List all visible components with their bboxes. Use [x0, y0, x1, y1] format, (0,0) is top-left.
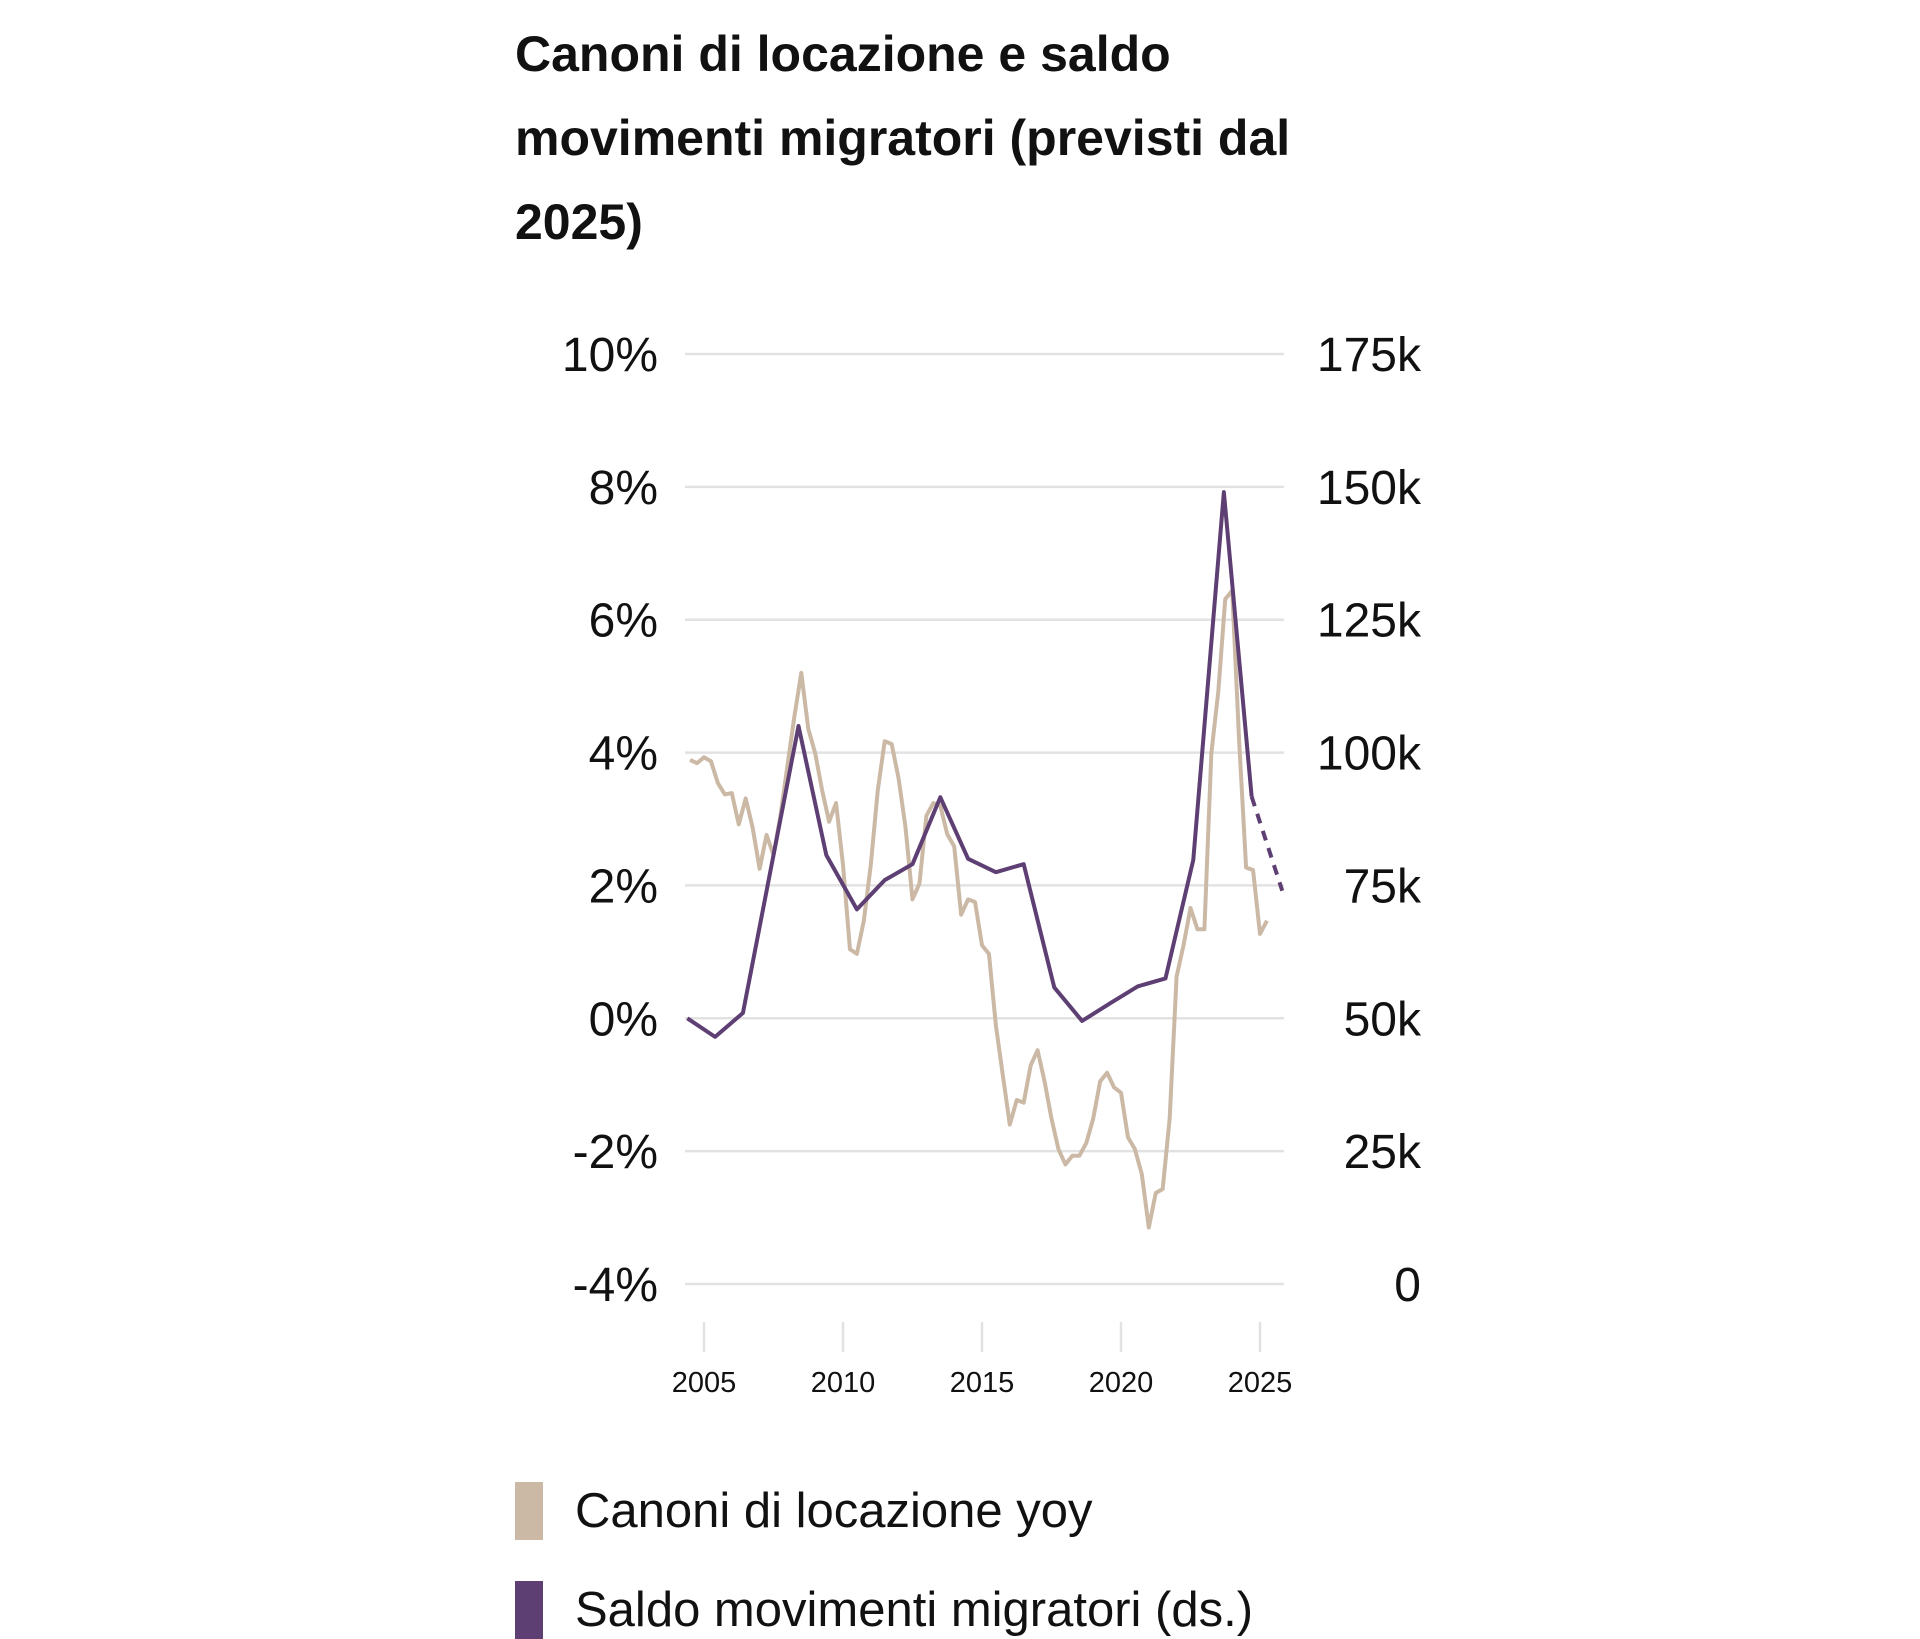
x-tick-label: 2005 [672, 1367, 737, 1399]
x-tick-label: 2015 [950, 1367, 1015, 1399]
legend-label-rents: Canoni di locazione yoy [575, 1484, 1093, 1538]
x-tick-label: 2025 [1228, 1367, 1293, 1399]
series-line-rents [689, 588, 1269, 1230]
series-line-migration [686, 490, 1254, 1039]
right-tick-label: 0 [1394, 1259, 1421, 1312]
left-tick-label: 0% [589, 993, 658, 1046]
chart-title: Canoni di locazione e saldo movimenti mi… [515, 26, 1291, 250]
legend-label-migration: Saldo movimenti migratori (ds.) [575, 1583, 1254, 1637]
legend-item-rents: Canoni di locazione yoy [515, 1482, 1093, 1540]
legend-swatch-rents [515, 1482, 543, 1540]
right-tick-label: 100k [1317, 728, 1422, 781]
left-tick-label: -2% [573, 1126, 658, 1179]
right-tick-label: 50k [1344, 993, 1422, 1046]
legend-swatch-migration [515, 1581, 543, 1639]
left-tick-label: 8% [589, 462, 658, 515]
x-tick-label: 2020 [1089, 1367, 1154, 1399]
right-tick-label: 150k [1317, 462, 1422, 515]
right-tick-label: 75k [1344, 860, 1422, 913]
legend-item-migration: Saldo movimenti migratori (ds.) [515, 1581, 1253, 1639]
right-tick-label: 175k [1317, 329, 1422, 382]
left-tick-label: 2% [589, 860, 658, 913]
right-tick-label: 25k [1344, 1126, 1422, 1179]
x-tick-label: 2010 [811, 1367, 876, 1399]
left-tick-label: 10% [562, 329, 658, 382]
left-tick-label: -4% [573, 1259, 658, 1312]
series-line-migration-forecast [1249, 796, 1285, 892]
left-tick-label: 4% [589, 728, 658, 781]
right-tick-label: 125k [1317, 595, 1422, 648]
left-tick-label: 6% [589, 595, 658, 648]
